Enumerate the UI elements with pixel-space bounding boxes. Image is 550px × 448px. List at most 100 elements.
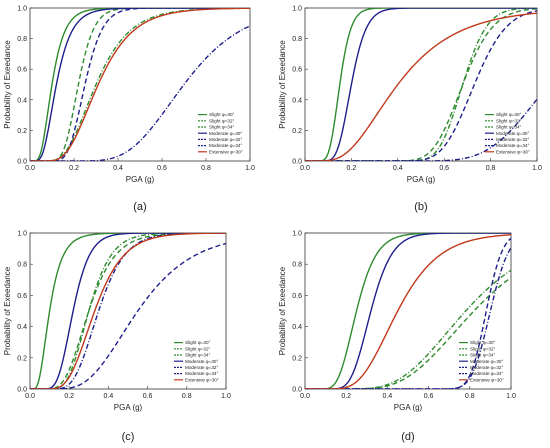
- y-tick-label: 0.6: [292, 293, 302, 300]
- series-line: [30, 233, 226, 389]
- series-line: [30, 8, 250, 161]
- x-tick-label: 0.6: [424, 393, 434, 400]
- legend-entry: Moderate φ=34°: [209, 143, 242, 148]
- panel-label: (a): [133, 201, 146, 213]
- y-tick-label: 0.8: [292, 262, 302, 269]
- y-tick-label: 0.6: [17, 67, 27, 74]
- y-tick-label: 0.6: [292, 67, 302, 74]
- y-axis-label: Probability of Exeedance: [278, 40, 287, 129]
- panel-label: (d): [401, 431, 414, 443]
- legend-entry: Slight φ=32°: [209, 118, 235, 123]
- x-tick-label: 0.6: [439, 165, 449, 172]
- legend-entry: Slight φ=30°: [496, 112, 522, 117]
- x-tick-label: 0.2: [64, 393, 74, 400]
- legend-entry: Moderate φ=32°: [496, 137, 529, 142]
- legend: Slight φ=30°Slight φ=32°Slight φ=34°Mode…: [485, 112, 530, 154]
- x-tick-label: 0.8: [201, 165, 211, 172]
- x-tick-label: 0.8: [486, 165, 496, 172]
- series-line: [305, 269, 511, 389]
- series-line: [30, 8, 250, 161]
- y-tick-label: 0.2: [17, 355, 27, 362]
- legend-entry: Extensive φ=30°: [470, 377, 504, 382]
- legend-entry: Moderate φ=32°: [470, 365, 503, 370]
- legend: Slight φ=30°Slight φ=32°Slight φ=34°Mode…: [198, 112, 243, 154]
- chart-panel-c: 0.0 0.2 0.4 0.6 0.8 1.0 0.0 0.2 0.4 0.6 0.8 1.0 PGA …: [3, 231, 231, 444]
- y-axis-label: Probability of Exeedance: [3, 40, 12, 129]
- y-tick-label: 0.4: [17, 324, 27, 331]
- series-line: [305, 8, 537, 161]
- x-tick-label: 1.0: [532, 165, 542, 172]
- legend-entry: Moderate φ=30°: [209, 131, 242, 136]
- x-tick-label: 0.2: [69, 165, 79, 172]
- x-tick-label: 0.6: [143, 393, 153, 400]
- chart-panel-a: 0.0 0.2 0.4 0.6 0.8 1.0 0.0 0.2 0.4 0.6 0.8 1.0 PGA …: [3, 6, 255, 214]
- y-tick-label: 0.8: [292, 36, 302, 43]
- legend-entry: Slight φ=30°: [185, 340, 211, 345]
- y-axis-label: Probability of Exeedance: [278, 266, 287, 355]
- series-line: [305, 98, 537, 161]
- series-line: [30, 233, 226, 389]
- y-tick-label: 0.2: [292, 128, 302, 135]
- series-line: [305, 237, 511, 389]
- series-line: [30, 25, 250, 161]
- legend-entry: Slight φ=32°: [470, 346, 496, 351]
- y-tick-label: 0.4: [17, 97, 27, 104]
- x-tick-label: 1.0: [221, 393, 231, 400]
- y-tick-label: 0.2: [292, 355, 302, 362]
- x-tick-label: 0.4: [383, 393, 393, 400]
- legend-entry: Moderate φ=34°: [470, 371, 503, 376]
- series-line: [305, 234, 511, 389]
- y-tick-label: 0.0: [17, 387, 27, 394]
- x-tick-label: 0.2: [341, 393, 351, 400]
- series-line: [305, 276, 511, 389]
- legend-entry: Slight φ=30°: [470, 340, 496, 345]
- series-line: [305, 10, 537, 161]
- y-tick-label: 1.0: [17, 6, 27, 13]
- legend: Slight φ=30°Slight φ=32° Slight φ=34° Mode…: [174, 340, 219, 382]
- series-line: [305, 8, 537, 161]
- legend-entry: Slight φ=32°: [496, 118, 522, 123]
- x-tick-label: 0.0: [25, 165, 35, 172]
- legend-entry: Slight φ=34°: [496, 125, 522, 130]
- x-tick-label: 0.0: [300, 393, 310, 400]
- x-tick-label: 0.0: [25, 393, 35, 400]
- x-tick-label: 0.2: [347, 165, 357, 172]
- series-group: [30, 233, 226, 389]
- y-tick-label: 1.0: [17, 231, 27, 238]
- legend-entry: Moderate φ=32°: [185, 365, 218, 370]
- legend-entry: Moderate φ=30°: [470, 359, 503, 364]
- legend-entry: Slight φ=34°: [209, 125, 235, 130]
- y-tick-label: 0.4: [292, 324, 302, 331]
- y-tick-label: 0.8: [17, 36, 27, 43]
- legend-entry: Slight φ=32°: [185, 346, 211, 351]
- x-tick-label: 0.4: [104, 393, 114, 400]
- legend-entry: Moderate φ=32°: [209, 137, 242, 142]
- x-axis-label: PGA (g): [114, 403, 143, 412]
- y-tick-label: 0.8: [17, 262, 27, 269]
- x-axis-label: PGA (g): [394, 403, 423, 412]
- y-tick-label: 0.0: [292, 159, 302, 166]
- x-tick-label: 0.8: [182, 393, 192, 400]
- series-group: [305, 8, 537, 161]
- chart-panel-b: 0.0 0.2 0.4 0.6 0.8 1.0 0.0 0.2 0.4 0.6 0.8 1.0 PGA …: [278, 6, 542, 214]
- x-tick-label: 0.4: [113, 165, 123, 172]
- series-line: [305, 12, 537, 161]
- panel-label: (c): [122, 431, 135, 443]
- legend: Slight φ=30°Slight φ=32°Slight φ=34°Mode…: [459, 340, 504, 382]
- y-tick-label: 1.0: [292, 231, 302, 238]
- y-tick-label: 0.6: [17, 293, 27, 300]
- y-tick-label: 0.4: [292, 97, 302, 104]
- legend-entry: Slight φ=34°: [185, 353, 211, 358]
- y-axis-label: Probability of Exeedance: [3, 266, 12, 355]
- legend-entry: Slight φ=34°: [470, 353, 496, 358]
- legend-entry: Moderate φ=34°: [496, 143, 529, 148]
- y-tick-label: 0.2: [17, 128, 27, 135]
- legend-entry: Moderate φ=30°: [496, 131, 529, 136]
- series-group: [30, 8, 250, 161]
- legend-entry: Slight φ=30°: [209, 112, 235, 117]
- chart-panel-d: 0.0 0.2 0.4 0.6 0.8 1.0 0.0 0.2 0.4 0.6 0.8 1.0 PGA …: [278, 231, 516, 444]
- x-tick-label: 0.6: [157, 165, 167, 172]
- x-tick-label: 1.0: [245, 165, 255, 172]
- x-axis-label: PGA (g): [407, 175, 436, 184]
- series-group: [305, 233, 511, 389]
